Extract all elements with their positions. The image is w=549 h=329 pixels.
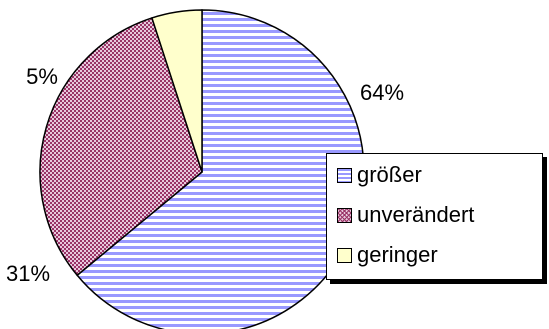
legend-swatch-geringer <box>337 247 352 263</box>
pie-slice-geringer <box>150 9 203 173</box>
legend-label-geringer: geringer <box>357 242 438 267</box>
legend-item-geringer: geringer <box>337 240 438 270</box>
legend-swatch-groesser <box>337 167 352 183</box>
legend-label-unveraendert: unverändert <box>357 202 475 227</box>
pie-slice-unveraendert <box>39 16 203 277</box>
value-label-groesser: 64% <box>360 80 404 105</box>
legend-label-groesser: größer <box>357 162 422 187</box>
legend-item-unveraendert: unverändert <box>337 200 474 230</box>
legend-swatch-unveraendert <box>337 207 352 223</box>
value-label-unveraendert: 31% <box>6 261 50 286</box>
value-label-geringer: 5% <box>26 64 58 89</box>
legend: größer unverändert geringer <box>326 153 543 280</box>
legend-item-groesser: größer <box>337 160 422 190</box>
